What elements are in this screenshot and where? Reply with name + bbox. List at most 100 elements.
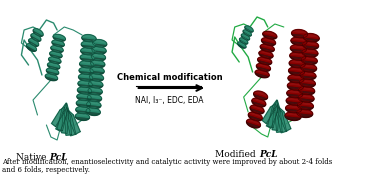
Polygon shape (279, 107, 291, 131)
Polygon shape (81, 48, 95, 52)
Polygon shape (31, 34, 41, 40)
Polygon shape (286, 100, 302, 105)
Polygon shape (75, 113, 89, 118)
Polygon shape (254, 93, 267, 100)
Polygon shape (81, 41, 96, 46)
Polygon shape (31, 35, 41, 41)
Polygon shape (272, 100, 280, 130)
Polygon shape (79, 74, 93, 78)
Polygon shape (255, 70, 269, 76)
Polygon shape (68, 110, 80, 134)
Polygon shape (89, 81, 103, 85)
Polygon shape (82, 38, 96, 42)
Polygon shape (263, 33, 277, 39)
Polygon shape (259, 53, 273, 58)
Polygon shape (286, 108, 302, 113)
Polygon shape (47, 68, 59, 73)
Polygon shape (80, 54, 94, 59)
Polygon shape (88, 87, 102, 92)
Polygon shape (262, 40, 276, 46)
Text: NAI, I₃⁻, EDC, EDA: NAI, I₃⁻, EDC, EDA (135, 96, 204, 105)
Polygon shape (88, 90, 102, 95)
Polygon shape (303, 37, 319, 42)
Polygon shape (87, 101, 101, 106)
Polygon shape (77, 87, 92, 91)
Polygon shape (77, 96, 91, 101)
Polygon shape (258, 59, 272, 65)
Polygon shape (258, 57, 272, 63)
Polygon shape (292, 29, 308, 35)
Polygon shape (297, 105, 313, 110)
Polygon shape (298, 97, 314, 102)
Polygon shape (53, 36, 65, 41)
Polygon shape (52, 40, 64, 45)
Polygon shape (87, 94, 102, 99)
Polygon shape (87, 104, 101, 109)
Polygon shape (262, 104, 276, 124)
Polygon shape (301, 56, 317, 61)
Polygon shape (302, 52, 318, 57)
Polygon shape (53, 34, 65, 39)
Polygon shape (90, 70, 104, 74)
Polygon shape (286, 105, 302, 110)
Polygon shape (302, 49, 318, 54)
Polygon shape (50, 53, 62, 58)
Polygon shape (82, 35, 96, 39)
Polygon shape (92, 43, 107, 47)
Polygon shape (289, 67, 305, 72)
Text: Chemical modification: Chemical modification (117, 73, 222, 82)
Polygon shape (288, 78, 304, 83)
Polygon shape (76, 107, 90, 111)
Polygon shape (91, 56, 105, 61)
Polygon shape (299, 90, 315, 95)
Polygon shape (260, 46, 274, 52)
Polygon shape (79, 70, 93, 75)
Polygon shape (252, 98, 266, 105)
Polygon shape (57, 103, 67, 131)
Polygon shape (29, 40, 38, 46)
Polygon shape (89, 74, 103, 78)
Polygon shape (91, 60, 105, 65)
Polygon shape (77, 90, 92, 94)
Polygon shape (268, 100, 278, 128)
Polygon shape (238, 43, 246, 48)
Polygon shape (240, 38, 248, 43)
Polygon shape (92, 40, 107, 44)
Polygon shape (256, 66, 270, 71)
Polygon shape (254, 91, 268, 98)
Polygon shape (245, 27, 253, 32)
Polygon shape (33, 30, 43, 36)
Polygon shape (290, 48, 306, 53)
Polygon shape (263, 31, 277, 37)
Polygon shape (245, 26, 253, 31)
Polygon shape (76, 109, 90, 114)
Polygon shape (81, 44, 96, 48)
Polygon shape (243, 30, 251, 35)
Polygon shape (289, 70, 305, 75)
Polygon shape (297, 101, 313, 107)
Polygon shape (89, 77, 103, 81)
Text: Native: Native (16, 153, 49, 162)
Polygon shape (75, 116, 89, 120)
Polygon shape (86, 111, 100, 115)
Polygon shape (260, 44, 274, 50)
Polygon shape (303, 41, 318, 46)
Polygon shape (52, 42, 64, 47)
Polygon shape (49, 59, 61, 64)
Polygon shape (287, 93, 303, 98)
Polygon shape (238, 42, 246, 47)
Polygon shape (76, 100, 91, 104)
Polygon shape (250, 105, 264, 112)
Text: PcL: PcL (49, 153, 68, 162)
Polygon shape (285, 115, 301, 120)
Polygon shape (275, 104, 282, 132)
Polygon shape (287, 82, 303, 87)
Polygon shape (80, 61, 94, 65)
Polygon shape (92, 46, 106, 51)
Polygon shape (247, 119, 261, 126)
Polygon shape (77, 93, 91, 98)
Polygon shape (86, 108, 100, 112)
Polygon shape (248, 114, 262, 121)
Polygon shape (250, 107, 264, 114)
Polygon shape (80, 57, 94, 62)
